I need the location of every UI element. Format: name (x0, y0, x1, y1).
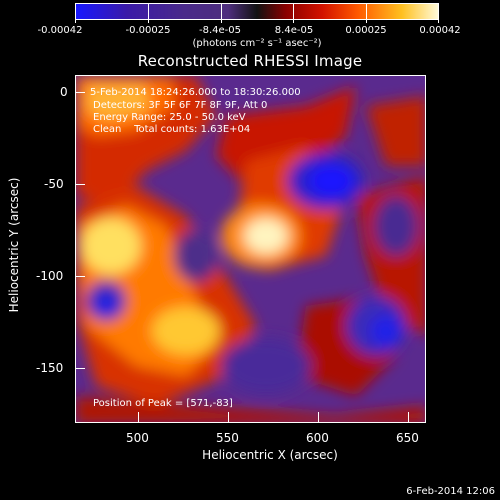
colorbar-tick-label: -0.00042 (37, 25, 83, 36)
y-tick (75, 368, 85, 369)
clean-counts-annotation: Clean Total counts: 1.63E+04 (93, 124, 251, 135)
y-tick (75, 184, 85, 185)
x-tick (408, 412, 409, 422)
colorbar-tick-label: -8.4e-05 (199, 25, 241, 36)
colorbar-tick-label: 8.4e-05 (274, 25, 314, 36)
time-range-annotation: 5-Feb-2014 18:24:26.000 to 18:30:26.000 (90, 87, 301, 98)
colorbar-tick (366, 3, 367, 23)
colorbar-tick-label: -0.00025 (125, 25, 171, 36)
y-tick (75, 92, 85, 93)
x-tick (228, 412, 229, 422)
image-title: Reconstructed RHESSI Image (137, 52, 363, 70)
y-tick (75, 276, 85, 277)
x-tick-label: 550 (216, 431, 239, 445)
intensity-map (76, 76, 425, 422)
y-tick-label: 0 (60, 85, 68, 99)
colorbar-tick (438, 3, 439, 23)
peak-position-annotation: Position of Peak = [571,-83] (93, 398, 233, 409)
x-tick-label: 600 (306, 431, 329, 445)
colorbar-tick-label: 0.00025 (345, 25, 387, 36)
y-tick-label: -100 (36, 269, 64, 283)
colorbar-tick-label: 0.00042 (419, 25, 461, 36)
detectors-annotation: Detectors: 3F 5F 6F 7F 8F 9F, Att 0 (93, 100, 268, 111)
colorbar-tick (293, 3, 294, 23)
x-tick (138, 412, 139, 422)
colorbar-unit-label: (photons cm⁻² s⁻¹ asec⁻²) (192, 38, 322, 49)
colorbar-tick (221, 3, 222, 23)
y-tick-label: -150 (36, 361, 64, 375)
x-tick (318, 412, 319, 422)
colorbar (75, 3, 439, 20)
x-axis-label: Heliocentric X (arcsec) (202, 448, 338, 462)
timestamp-footer: 6-Feb-2014 12:06 (406, 486, 495, 497)
x-tick-label: 500 (126, 431, 149, 445)
x-tick-label: 650 (396, 431, 419, 445)
rhessi-image: 5-Feb-2014 18:24:26.000 to 18:30:26.000 … (75, 75, 426, 423)
colorbar-tick (148, 3, 149, 23)
y-tick-label: -50 (44, 177, 64, 191)
y-axis-label: Heliocentric Y (arcsec) (7, 177, 21, 313)
colorbar-tick (75, 3, 76, 23)
energy-range-annotation: Energy Range: 25.0 - 50.0 keV (93, 112, 246, 123)
